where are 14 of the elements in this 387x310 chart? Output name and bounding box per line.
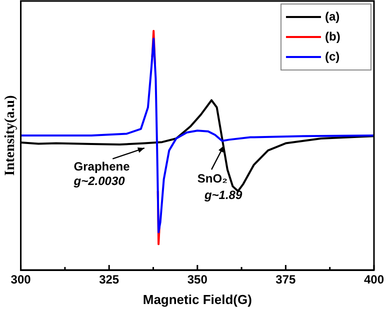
annotation: SnO₂	[197, 171, 228, 186]
x-tick-label: 375	[276, 272, 296, 287]
annotation: g~1.89	[203, 188, 242, 202]
annotation: g~2.0030	[72, 174, 126, 188]
legend-label: (a)	[324, 9, 340, 24]
annotation: Graphene	[74, 159, 130, 174]
legend-label: (b)	[324, 29, 340, 44]
x-tick-label: 325	[99, 272, 120, 287]
y-axis-title: Intensity(a.u)	[3, 94, 18, 176]
x-axis-title: Magnetic Field(G)	[142, 292, 252, 307]
x-tick-label: 400	[364, 272, 384, 287]
x-tick-label: 300	[10, 272, 32, 287]
x-tick-label: 350	[187, 272, 208, 287]
legend-label: (c)	[324, 49, 340, 64]
